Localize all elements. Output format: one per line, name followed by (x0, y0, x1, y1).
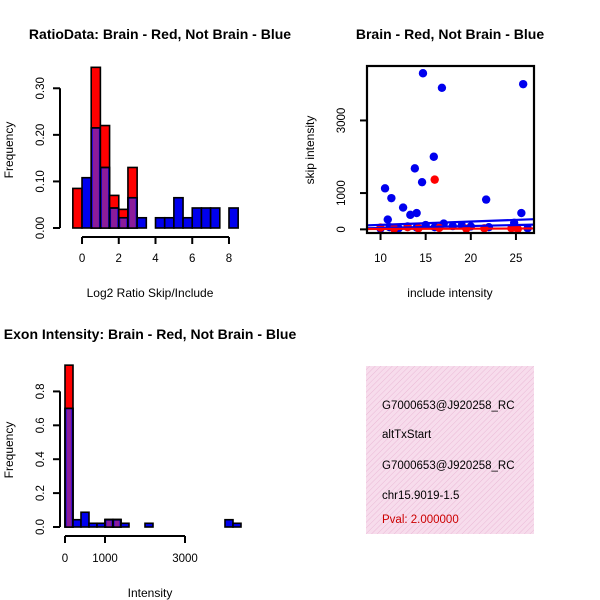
ratio-y-tick-label: 0.10 (35, 170, 47, 192)
ratio-overlap-bar (101, 168, 109, 228)
intensity-scatter-panel: Brain - Red, Not Brain - Blue 10 15 20 2501… (303, 26, 544, 300)
scatter-xlabel: include intensity (407, 286, 492, 300)
scatter-y-tick-label: 1000 (336, 180, 348, 206)
intensity-not-brain-bar (224, 518, 234, 528)
scatter-clip (367, 69, 534, 233)
ratio-not-brain-bar (182, 216, 194, 229)
ratio-not-brain-bar (81, 176, 93, 229)
intensity-y-tick-label: 0.0 (35, 519, 47, 535)
intensity-not-brain-bar (96, 522, 106, 528)
intensity-overlap-outline (64, 407, 74, 528)
info-background (366, 366, 534, 534)
intensity-overlap-bar (106, 520, 112, 527)
scatter-plot-area: 10 15 20 25 0 1000 3000 (336, 64, 536, 265)
ratio-overlap-bar (120, 218, 127, 228)
info-probe-id-2: G7000653@J920258_RC (382, 460, 515, 472)
intensity-y-tick-label: 0.2 (35, 485, 47, 501)
scatter-point-not-brain (518, 79, 528, 89)
scatter-point-brain (430, 175, 439, 184)
ratio-histogram-title: RatioData: Brain - Red, Not Brain - Blue (29, 26, 291, 42)
ratio-overlap-outline (127, 197, 138, 229)
ratio-not-brain-bar (154, 216, 166, 229)
intensity-not-brain-bar (88, 522, 98, 528)
ratio-histogram-axes: 0 2 4 6 8 0.00 0.10 0.20 0.30 (35, 77, 232, 265)
scatter-point-not-brain (387, 193, 396, 203)
ratio-not-brain-bar (228, 207, 239, 229)
ratio-y-tick-label: 0.20 (35, 124, 47, 146)
intensity-x-tick-label: 1000 (92, 553, 118, 565)
ratio-y-tick-label: 0.00 (35, 217, 47, 239)
intensity-not-brain-bar (232, 522, 242, 528)
ratio-x-tick-label: 4 (152, 253, 159, 265)
ratio-x-tick-label: 0 (79, 253, 85, 265)
ratio-histogram-bars (72, 66, 239, 229)
intensity-not-brain-bar (80, 511, 90, 528)
intensity-not-brain-bar (144, 522, 154, 528)
ratio-overlap-bar (129, 198, 136, 228)
intensity-not-brain-bar (72, 518, 82, 528)
scatter-point-not-brain (383, 215, 392, 224)
ratio-not-brain-bar (136, 216, 148, 229)
info-panel: G7000653@J920258_RC altTxStart G7000653@… (366, 366, 534, 534)
intensity-histogram-axes: 0 1000 3000 0.0 0.2 0.4 0.6 0.8 (35, 383, 198, 565)
scatter-point-not-brain (418, 69, 428, 78)
scatter-point-not-brain (437, 83, 447, 92)
intensity-histogram-title: Exon Intensity: Brain - Red, Not Brain -… (4, 326, 297, 342)
ratio-x-tick-label: 6 (189, 253, 195, 265)
info-location: chr15.9019-1.5 (382, 490, 459, 502)
ratio-not-brain-bar (191, 207, 203, 229)
ratio-histogram-ylabel: Frequency (2, 122, 16, 179)
ratio-overlap-bar (111, 208, 118, 228)
intensity-not-brain-bar (120, 522, 130, 528)
ratio-brain-bar (72, 187, 83, 229)
intensity-x-tick-label: 0 (62, 553, 68, 565)
info-clip: G7000653@J920258_RC altTxStart G7000653@… (382, 400, 515, 526)
info-pval: Pval: 2.000000 (382, 514, 459, 526)
ratio-histogram-xlabel: Log2 Ratio Skip/Include (87, 286, 214, 300)
scatter-title: Brain - Red, Not Brain - Blue (356, 26, 544, 42)
info-probe-id: G7000653@J920258_RC (382, 400, 515, 412)
scatter-x-tick-label: 15 (419, 253, 432, 265)
scatter-fit-line-red (367, 227, 534, 231)
scatter-x-tick-label: 10 (374, 253, 387, 265)
ratio-not-brain-bar (200, 207, 212, 229)
ratio-overlap-bar (92, 128, 99, 228)
intensity-y-tick-label: 0.6 (35, 417, 47, 433)
scatter-point-not-brain (406, 210, 415, 220)
intensity-histogram-xlabel: Intensity (128, 586, 173, 600)
scatter-x-tick-label: 20 (464, 253, 477, 265)
scatter-frame (365, 64, 536, 235)
scatter-x-tick-label: 25 (510, 253, 523, 265)
scatter-fit-line-blue (367, 218, 534, 227)
ratio-x-tick-label: 2 (116, 253, 122, 265)
scatter-fit-line-blue (367, 223, 534, 230)
scatter-y-tick-label: 0 (336, 226, 348, 232)
info-event-type: altTxStart (382, 429, 432, 441)
scatter-point-not-brain (481, 195, 491, 204)
scatter-point-not-brain (429, 152, 438, 161)
intensity-histogram-bars (64, 364, 242, 528)
ratio-x-tick-label: 8 (226, 253, 232, 265)
ratio-not-brain-bar (209, 207, 221, 229)
ratio-not-brain-bar (163, 216, 175, 229)
scatter-ylabel: skip intensity (303, 116, 317, 185)
intensity-overlap-bar (66, 409, 72, 527)
ratio-histogram-panel: RatioData: Brain - Red, Not Brain - Blue… (2, 26, 291, 300)
intensity-y-tick-label: 0.4 (35, 451, 47, 468)
intensity-histogram-ylabel: Frequency (2, 422, 16, 479)
scatter-point-not-brain (398, 203, 408, 212)
intensity-histogram-panel: Exon Intensity: Brain - Red, Not Brain -… (2, 326, 296, 600)
intensity-overlap-bar (114, 520, 120, 527)
intensity-y-tick-label: 0.8 (35, 383, 47, 399)
scatter-point-not-brain (380, 184, 390, 193)
intensity-x-tick-label: 3000 (172, 553, 198, 565)
scatter-point-not-brain (410, 164, 420, 173)
scatter-y-tick-label: 3000 (336, 108, 348, 134)
ratio-not-brain-bar (173, 196, 184, 229)
ratio-y-tick-label: 0.30 (35, 77, 47, 99)
scatter-point-not-brain (412, 208, 421, 218)
scatter-point-not-brain (417, 177, 427, 187)
scatter-point-not-brain (517, 208, 526, 218)
